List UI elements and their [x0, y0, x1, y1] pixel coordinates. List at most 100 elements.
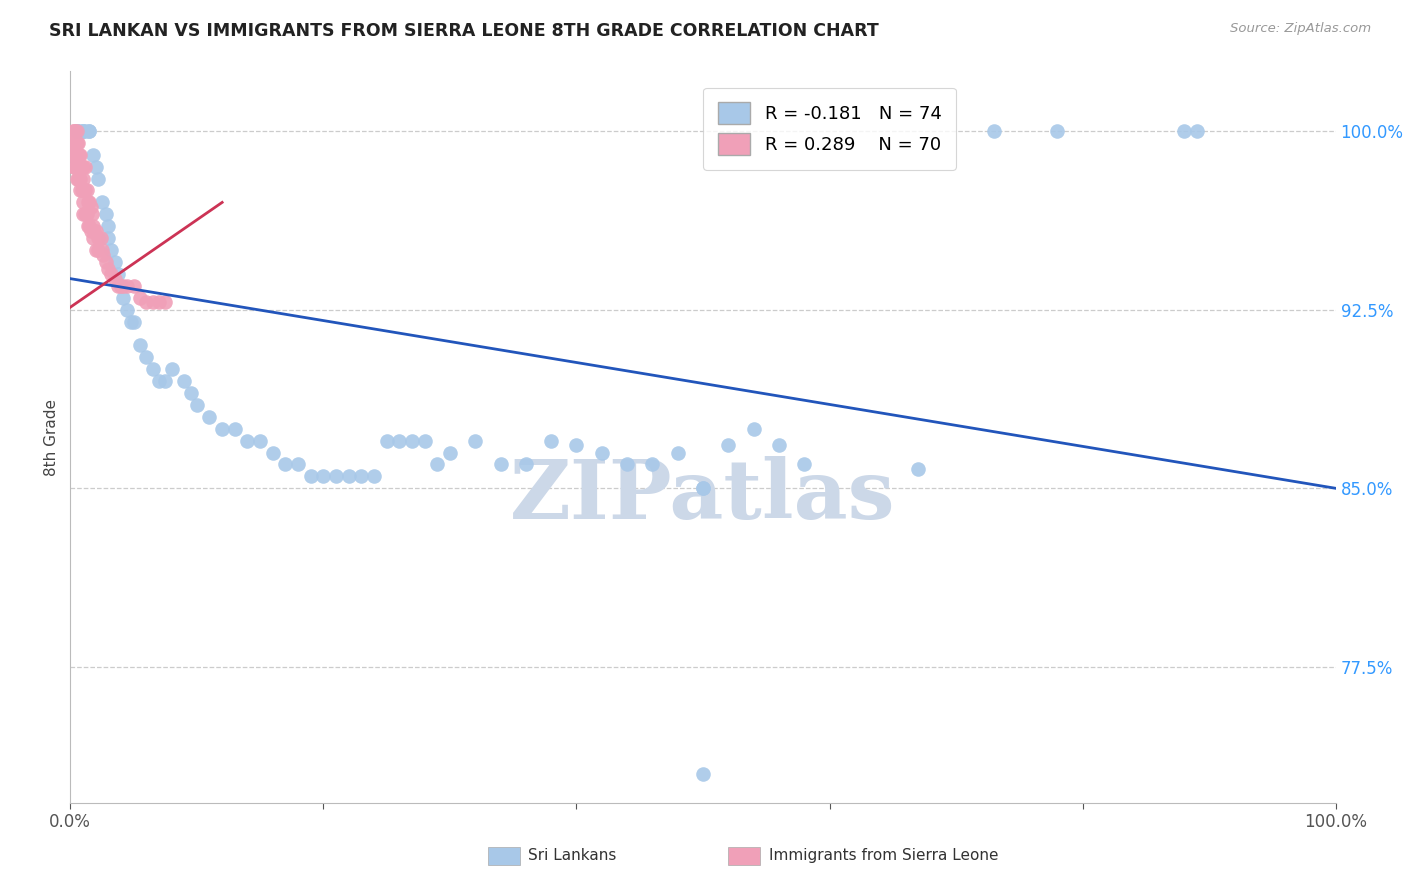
Point: [72, 124, 94, 138]
Point: [793, 458, 815, 472]
Point: [82, 231, 104, 245]
Point: [90, 195, 114, 210]
Point: [70, 184, 93, 198]
Point: [65, 136, 87, 150]
Point: [65, 124, 87, 138]
Y-axis label: 8th Grade: 8th Grade: [44, 399, 59, 475]
Point: [72, 171, 94, 186]
Point: [83, 224, 105, 238]
Point: [91, 248, 114, 262]
Point: [97, 262, 120, 277]
Point: [122, 278, 145, 293]
Point: [742, 422, 765, 436]
Point: [180, 386, 202, 401]
Point: [69, 147, 91, 161]
Text: Sri Lankans: Sri Lankans: [529, 848, 617, 863]
Point: [107, 267, 129, 281]
Point: [236, 434, 259, 448]
Text: Source: ZipAtlas.com: Source: ZipAtlas.com: [1230, 22, 1371, 36]
Point: [565, 438, 588, 452]
Point: [79, 195, 101, 210]
Point: [160, 362, 183, 376]
Point: [148, 374, 170, 388]
Point: [87, 171, 110, 186]
Point: [77, 219, 100, 234]
Point: [97, 219, 120, 234]
Point: [666, 445, 689, 459]
Point: [350, 469, 373, 483]
Point: [65, 160, 87, 174]
Point: [65, 124, 87, 138]
Point: [692, 767, 714, 781]
Point: [249, 434, 271, 448]
Point: [72, 207, 94, 221]
Point: [122, 314, 145, 328]
Point: [72, 124, 94, 138]
Point: [907, 462, 929, 476]
Text: SRI LANKAN VS IMMIGRANTS FROM SIERRA LEONE 8TH GRADE CORRELATION CHART: SRI LANKAN VS IMMIGRANTS FROM SIERRA LEO…: [49, 22, 879, 40]
Point: [1173, 124, 1195, 138]
Legend: R = -0.181   N = 74, R = 0.289    N = 70: R = -0.181 N = 74, R = 0.289 N = 70: [703, 87, 956, 169]
Point: [75, 124, 97, 138]
Point: [63, 147, 86, 161]
Text: ZIPatlas: ZIPatlas: [510, 456, 896, 535]
Point: [75, 184, 97, 198]
Point: [62, 147, 84, 161]
Point: [141, 295, 163, 310]
Point: [717, 438, 740, 452]
Point: [66, 147, 89, 161]
Point: [274, 458, 297, 472]
Point: [82, 147, 104, 161]
Point: [262, 445, 284, 459]
Point: [63, 124, 86, 138]
Point: [153, 295, 177, 310]
Point: [63, 160, 86, 174]
Point: [62, 136, 84, 150]
Point: [94, 255, 117, 269]
Point: [84, 160, 107, 174]
Point: [67, 171, 90, 186]
Point: [80, 207, 103, 221]
Point: [616, 458, 638, 472]
Point: [312, 469, 335, 483]
Point: [388, 434, 411, 448]
Point: [65, 171, 87, 186]
Point: [77, 195, 100, 210]
Point: [75, 160, 97, 174]
Point: [84, 243, 107, 257]
Point: [135, 351, 157, 365]
Point: [65, 147, 87, 161]
Point: [112, 291, 135, 305]
Point: [107, 278, 129, 293]
Point: [115, 278, 138, 293]
Text: Immigrants from Sierra Leone: Immigrants from Sierra Leone: [769, 848, 998, 863]
Point: [413, 434, 436, 448]
Point: [198, 409, 221, 424]
Point: [65, 124, 87, 138]
Point: [63, 136, 86, 150]
Point: [337, 469, 360, 483]
Point: [72, 160, 94, 174]
Point: [69, 124, 91, 138]
Point: [84, 224, 107, 238]
Point: [591, 445, 613, 459]
Point: [79, 224, 101, 238]
Point: [76, 184, 98, 198]
Point: [224, 422, 246, 436]
Point: [1046, 124, 1069, 138]
Point: [115, 302, 138, 317]
Point: [325, 469, 347, 483]
Point: [375, 434, 398, 448]
Point: [87, 231, 110, 245]
Point: [67, 147, 90, 161]
Point: [287, 458, 309, 472]
Point: [79, 200, 101, 214]
Point: [65, 136, 87, 150]
Point: [79, 219, 101, 234]
Point: [186, 398, 208, 412]
Point: [82, 219, 104, 234]
Point: [768, 438, 790, 452]
Point: [69, 171, 91, 186]
Point: [66, 136, 89, 150]
Point: [401, 434, 423, 448]
